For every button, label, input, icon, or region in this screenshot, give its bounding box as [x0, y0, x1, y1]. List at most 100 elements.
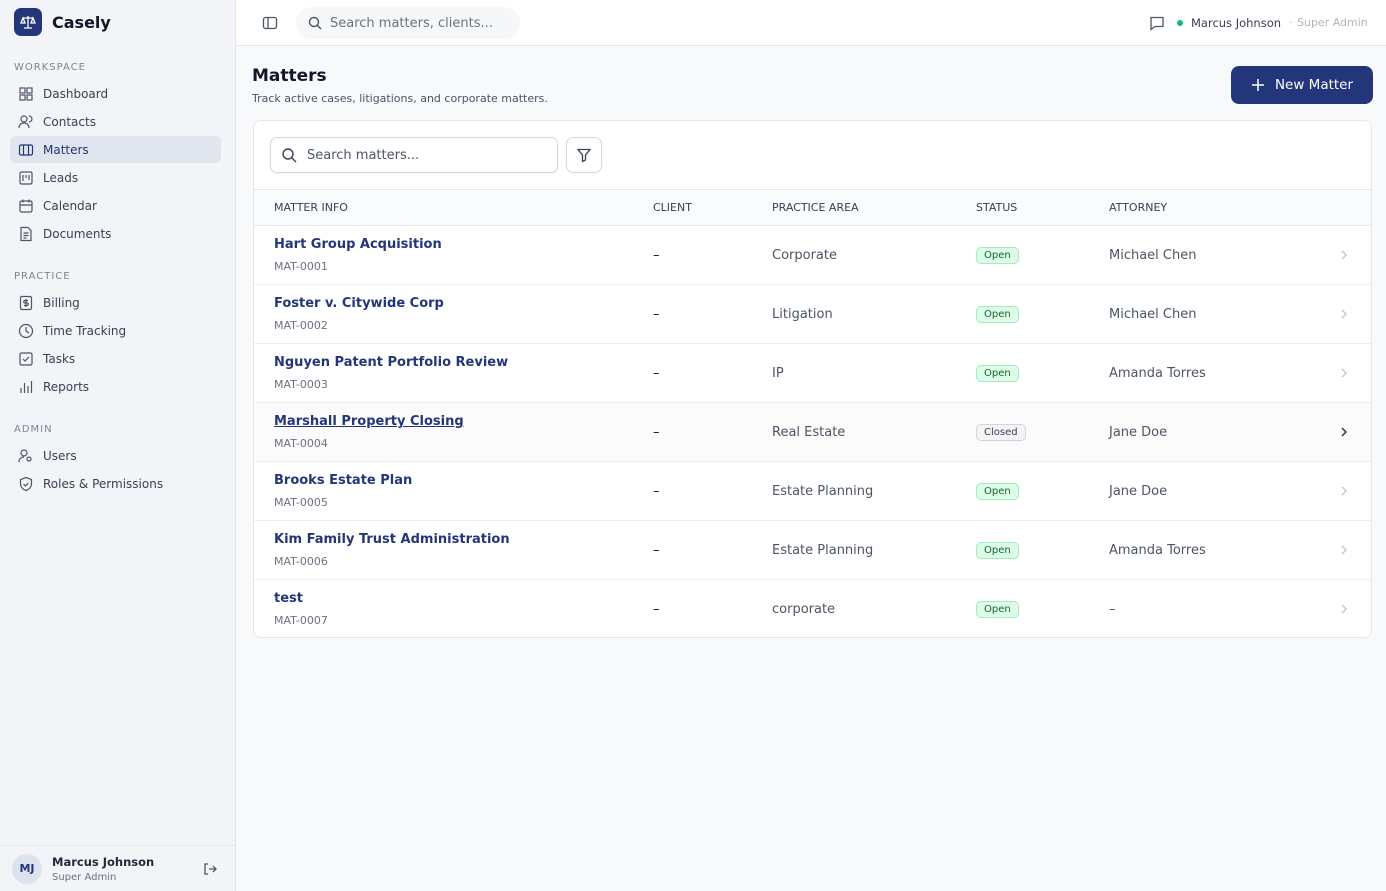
- matter-name[interactable]: Nguyen Patent Portfolio Review: [274, 355, 509, 370]
- page-title: Matters: [252, 66, 327, 86]
- practice-area: corporate: [772, 601, 836, 617]
- nav-item[interactable]: Dashboard: [10, 80, 221, 107]
- nav-item[interactable]: Roles & Permissions: [10, 470, 221, 497]
- matter-id: MAT-0004: [274, 437, 328, 450]
- messages[interactable]: [1149, 15, 1165, 31]
- practice-area: IP: [772, 365, 784, 381]
- sidebar-toggle[interactable]: [262, 15, 278, 31]
- matter-row[interactable]: Kim Family Trust Administration MAT-0006 –…: [254, 521, 1371, 580]
- nav-item[interactable]: Billing: [10, 289, 221, 316]
- nav-icon: [19, 199, 33, 213]
- top-user-name: Marcus Johnson: [1191, 16, 1282, 30]
- status-cell: Open: [976, 226, 1019, 284]
- matter-name[interactable]: Brooks Estate Plan: [274, 473, 413, 488]
- row-chevron: [1341, 545, 1348, 555]
- row-chevron: [1341, 486, 1348, 496]
- practice-area: Corporate: [772, 247, 837, 263]
- avatar: MJ: [12, 853, 42, 884]
- filter-button[interactable]: [566, 137, 602, 173]
- nav-section-title: ADMIN: [14, 424, 53, 435]
- status-cell: Open: [976, 462, 1019, 520]
- nav-section-title: WORKSPACE: [14, 62, 86, 73]
- practice-area: Litigation: [772, 306, 833, 322]
- nav-item[interactable]: Tasks: [10, 345, 221, 372]
- page-subtitle: Track active cases, litigations, and cor…: [252, 92, 548, 105]
- matters-card: Search matters... MATTER INFO CLIENT PRACT…: [253, 120, 1372, 638]
- status-cell: Open: [976, 344, 1019, 402]
- client: –: [653, 424, 660, 440]
- nav-item[interactable]: Reports: [10, 373, 221, 400]
- nav-item[interactable]: Matters: [10, 136, 221, 163]
- nav-icon: [19, 351, 33, 366]
- client: –: [653, 483, 660, 499]
- logout[interactable]: [202, 861, 218, 877]
- attorney: Michael Chen: [1109, 247, 1197, 263]
- practice-area: Real Estate: [772, 424, 846, 440]
- matter-id: MAT-0001: [274, 260, 328, 273]
- matter-name[interactable]: Foster v. Citywide Corp: [274, 296, 444, 311]
- nav-section-title: PRACTICE: [14, 271, 71, 282]
- nav-label: Contacts: [43, 114, 96, 129]
- nav-label: Leads: [43, 170, 79, 185]
- logo: [14, 8, 42, 36]
- search-placeholder: Search matters, clients...: [330, 15, 493, 31]
- nav-item[interactable]: Leads: [10, 164, 221, 191]
- nav-item[interactable]: Time Tracking: [10, 317, 221, 344]
- user-name: Marcus Johnson: [52, 854, 155, 869]
- matter-row[interactable]: test MAT-0007 – corporate Open –: [254, 580, 1371, 637]
- status-cell: Closed: [976, 403, 1026, 461]
- nav-icon: [19, 295, 33, 310]
- nav-label: Dashboard: [43, 86, 109, 101]
- client: –: [653, 306, 660, 322]
- matter-name[interactable]: Kim Family Trust Administration: [274, 532, 510, 547]
- nav-item[interactable]: Calendar: [10, 192, 221, 219]
- column-header: STATUS: [976, 201, 1018, 214]
- nav-icon: [19, 170, 33, 185]
- nav-icon: [20, 380, 33, 393]
- nav-item[interactable]: Documents: [10, 220, 221, 247]
- new-matter-button[interactable]: New Matter: [1231, 66, 1373, 104]
- sidebar: Casely WORKSPACE Dashboard Contacts Matters…: [0, 0, 236, 891]
- nav-label: Billing: [43, 295, 80, 310]
- matter-row[interactable]: Marshall Property Closing MAT-0004 – Real E…: [254, 403, 1371, 462]
- matter-search[interactable]: Search matters...: [270, 137, 558, 173]
- row-chevron: [1341, 368, 1348, 378]
- column-header: PRACTICE AREA: [772, 201, 859, 214]
- search-placeholder: Search matters...: [307, 147, 420, 163]
- separator: ·: [1289, 16, 1293, 29]
- client: –: [653, 542, 660, 558]
- matter-id: MAT-0006: [274, 555, 328, 568]
- matter-row[interactable]: Foster v. Citywide Corp MAT-0002 – Litigati…: [254, 285, 1371, 344]
- nav-item[interactable]: Users: [10, 442, 221, 469]
- matter-id: MAT-0002: [274, 319, 328, 332]
- brand: Casely: [14, 8, 111, 36]
- attorney: Michael Chen: [1109, 306, 1197, 322]
- nav-icon: [20, 226, 32, 241]
- top-user-role: Super Admin: [1297, 16, 1368, 29]
- matter-row[interactable]: Hart Group Acquisition MAT-0001 – Corporate…: [254, 226, 1371, 285]
- status-badge: Open: [976, 482, 1019, 500]
- row-chevron: [1341, 604, 1348, 614]
- row-chevron: [1341, 250, 1348, 260]
- global-search[interactable]: Search matters, clients...: [296, 7, 520, 39]
- brand-name: Casely: [52, 12, 111, 32]
- attorney: Jane Doe: [1109, 424, 1168, 440]
- attorney: Amanda Torres: [1109, 365, 1206, 381]
- status-badge: Open: [976, 541, 1019, 559]
- matter-name[interactable]: Hart Group Acquisition: [274, 237, 442, 252]
- matter-name[interactable]: test: [274, 591, 303, 606]
- status-badge: Closed: [976, 423, 1026, 441]
- client: –: [653, 365, 660, 381]
- matter-id: MAT-0007: [274, 614, 328, 627]
- matter-row[interactable]: Brooks Estate Plan MAT-0005 – Estate Planni…: [254, 462, 1371, 521]
- nav-item[interactable]: Contacts: [10, 108, 221, 135]
- nav-label: Calendar: [43, 198, 97, 213]
- matter-row[interactable]: Nguyen Patent Portfolio Review MAT-0003 – I…: [254, 344, 1371, 403]
- nav-icon: [18, 143, 34, 156]
- nav-icon: [19, 476, 33, 491]
- button-label: New Matter: [1274, 77, 1354, 93]
- status-badge: Open: [976, 364, 1019, 382]
- matter-id: MAT-0003: [274, 378, 328, 391]
- matter-name[interactable]: Marshall Property Closing: [274, 414, 464, 429]
